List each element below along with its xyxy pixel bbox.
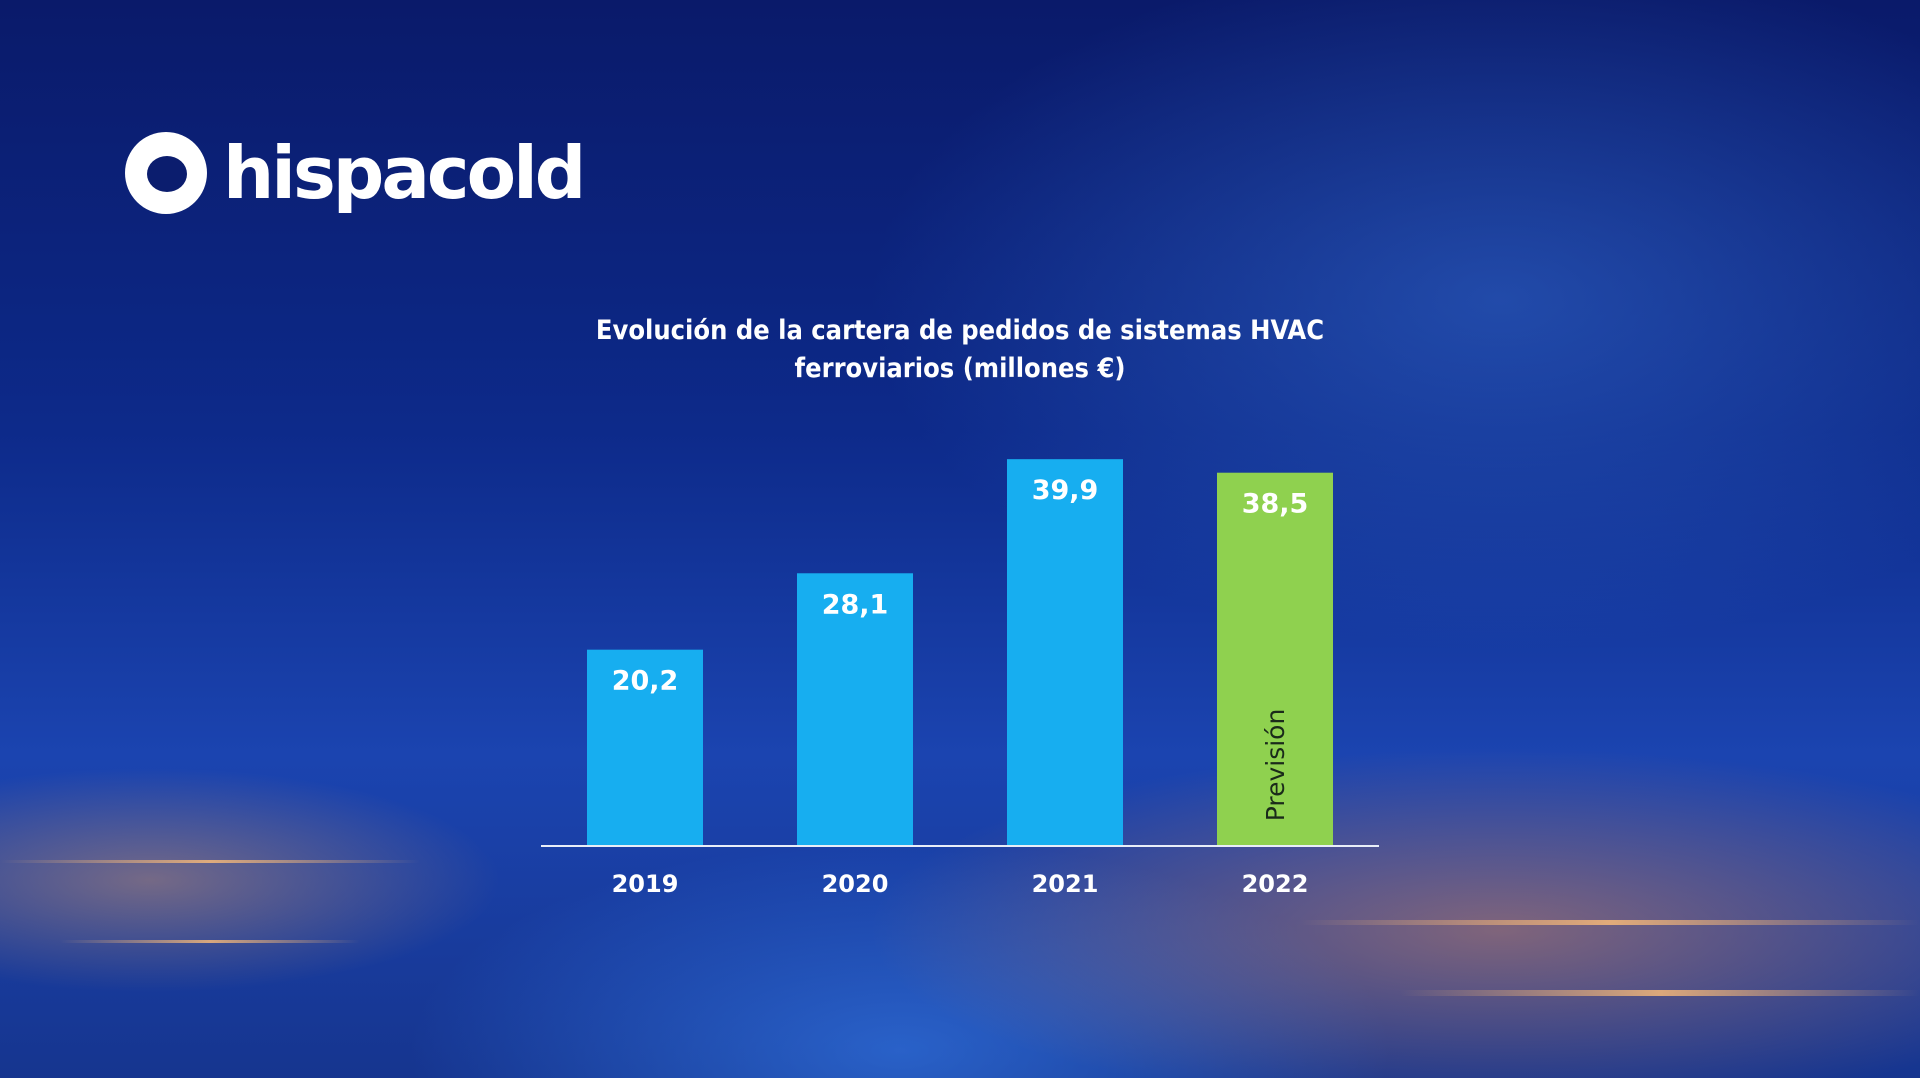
chart-title-line-2: ferroviarios (millones €) — [794, 353, 1126, 384]
bar-value-label: 39,9 — [1032, 475, 1099, 506]
bar-value-label: 28,1 — [822, 589, 889, 620]
x-tick-label: 2019 — [612, 870, 679, 898]
x-tick-label: 2020 — [822, 870, 889, 898]
bar-2019 — [587, 649, 703, 845]
chart-title-line-1: Evolución de la cartera de pedidos de si… — [595, 315, 1325, 346]
x-tick-label: 2021 — [1032, 870, 1099, 898]
bar-2021 — [1007, 459, 1123, 845]
logo-mark-icon — [125, 132, 207, 214]
chart-title: Evolución de la cartera de pedidos de si… — [560, 312, 1360, 388]
forecast-annotation: Previsión — [1261, 709, 1290, 822]
hispacold-logo: hispacold — [125, 131, 586, 215]
bar-2020 — [797, 573, 913, 845]
bar-value-label: 38,5 — [1242, 489, 1309, 520]
x-tick-label: 2022 — [1242, 870, 1309, 898]
bar-value-label: 20,2 — [612, 666, 679, 697]
logo-text: hispacold — [223, 131, 586, 215]
bar-2022 — [1217, 472, 1333, 845]
